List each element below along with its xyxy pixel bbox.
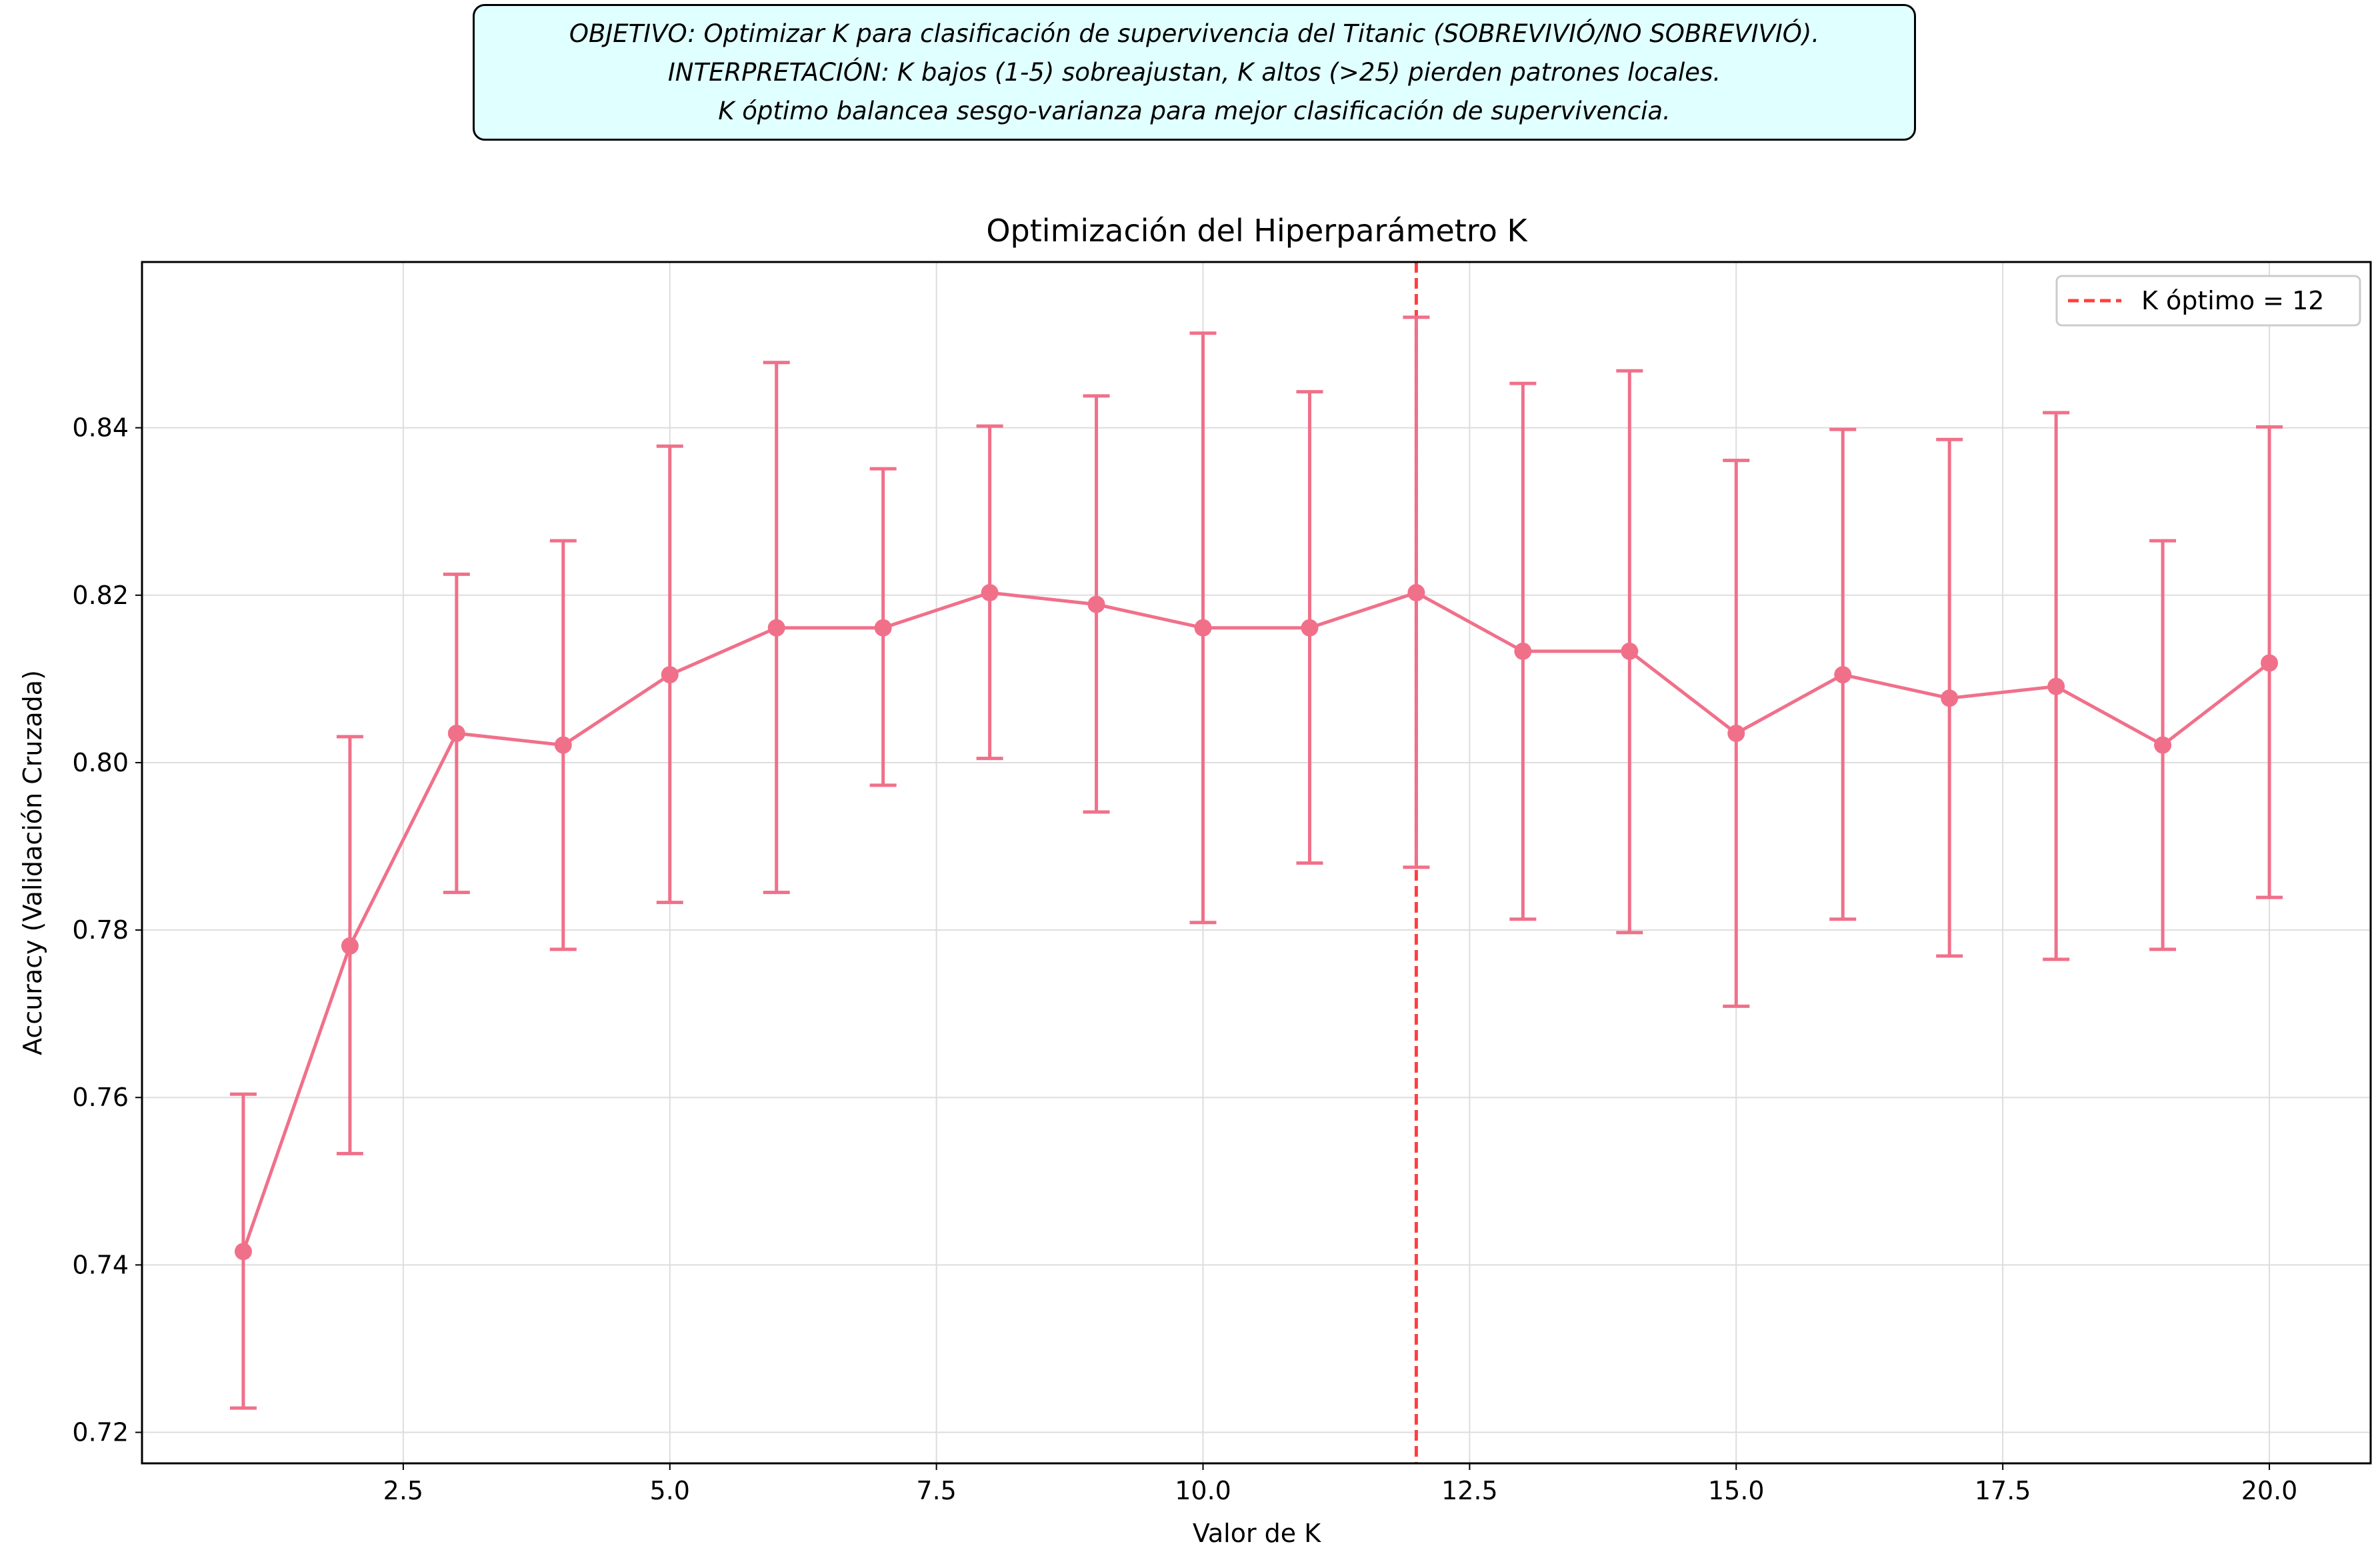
- data-point: [767, 619, 785, 637]
- data-point: [2154, 736, 2172, 754]
- data-point: [1941, 689, 1959, 707]
- y-tick-label: 0.72: [72, 1418, 129, 1447]
- data-point: [1407, 584, 1425, 602]
- accuracy-line: [241, 591, 2271, 1253]
- data-point: [1301, 619, 1319, 637]
- x-tick-label: 2.5: [383, 1476, 423, 1505]
- data-point: [447, 724, 465, 742]
- data-point: [1727, 724, 1745, 742]
- data-point: [554, 736, 572, 754]
- data-point: [234, 1243, 252, 1261]
- data-layer: [229, 315, 2283, 1410]
- data-point: [874, 619, 892, 637]
- annotation-line-1: OBJETIVO: Optimizar K para clasificación…: [569, 19, 1820, 48]
- data-point: [1621, 642, 1639, 660]
- y-tick-label: 0.80: [72, 748, 129, 777]
- y-tick-label: 0.76: [72, 1083, 129, 1112]
- y-tick-label: 0.74: [72, 1250, 129, 1279]
- legend-box: [2055, 275, 2361, 327]
- data-point: [661, 666, 679, 684]
- plot-frame: [141, 261, 2372, 1465]
- annotation-box: OBJETIVO: Optimizar K para clasificación…: [473, 4, 1916, 141]
- x-tick-label: 15.0: [1708, 1476, 1765, 1505]
- x-tick-label: 12.5: [1441, 1476, 1498, 1505]
- annotation-line-2: INTERPRETACIÓN: K bajos (1-5) sobreajust…: [667, 57, 1721, 87]
- y-axis-label: Accuracy (Validación Cruzada): [18, 670, 47, 1055]
- grid-layer: [142, 262, 2371, 1463]
- legend-label: K óptimo = 12: [2141, 286, 2324, 315]
- y-tick-label: 0.84: [72, 413, 129, 443]
- data-point: [1514, 642, 1532, 660]
- data-point: [1194, 619, 1212, 637]
- data-point: [1834, 666, 1852, 684]
- data-point: [981, 584, 999, 602]
- legend: K óptimo = 12: [2055, 275, 2361, 327]
- x-tick-label: 5.0: [650, 1476, 690, 1505]
- y-tick-label: 0.78: [72, 915, 129, 945]
- x-tick-label: 17.5: [1975, 1476, 2031, 1505]
- x-axis-label: Valor de K: [1193, 1519, 1321, 1548]
- x-tick-label: 7.5: [916, 1476, 956, 1505]
- x-tick-label: 10.0: [1175, 1476, 1231, 1505]
- axes-layer: 2.5 5.0 7.5 10.0 12.5 15.0 17.5 20.0 0.72 0.74 0.7…: [72, 413, 2297, 1505]
- data-point: [341, 937, 359, 955]
- data-point: [2047, 677, 2065, 695]
- chart-title: Optimización del Hiperparámetro K: [986, 213, 1528, 249]
- data-point: [1087, 595, 1105, 613]
- annotation-line-3: K óptimo balancea sesgo-varianza para me…: [718, 96, 1671, 125]
- y-tick-label: 0.82: [72, 581, 129, 610]
- x-tick-label: 20.0: [2241, 1476, 2298, 1505]
- data-point: [2261, 654, 2279, 672]
